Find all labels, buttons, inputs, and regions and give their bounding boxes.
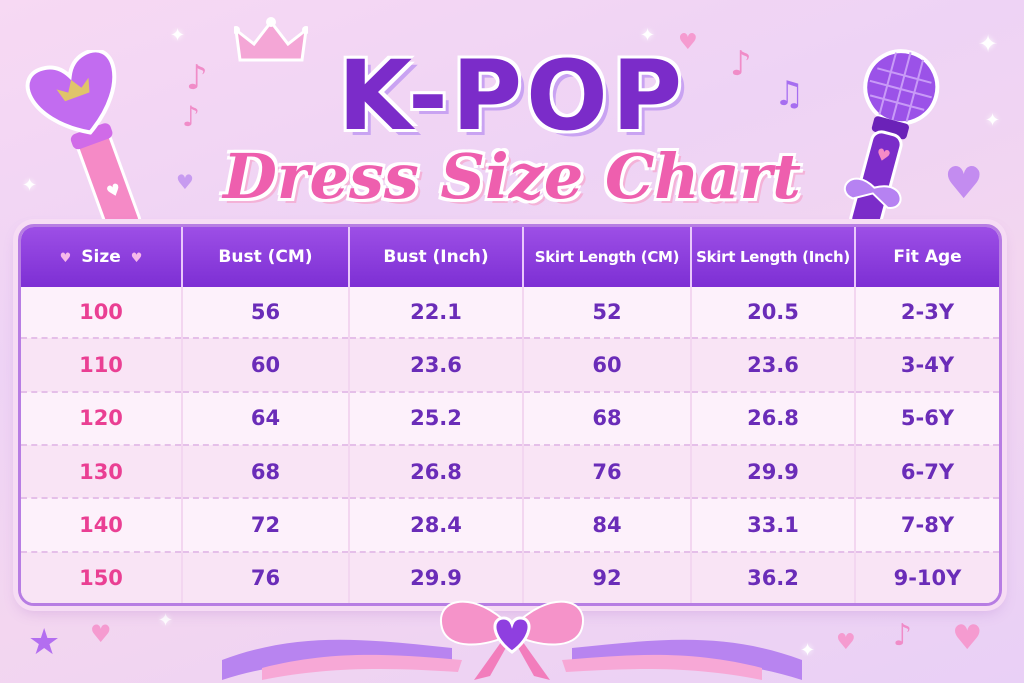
cell-skirt-cm: 92 [523,551,692,603]
table-row: 140 72 28.4 84 33.1 7-8Y [21,498,999,553]
heart-lightstick-icon: ♥ [25,50,142,230]
music-note-icon: ♪ [182,100,200,133]
cell-size: 100 [21,287,183,340]
heart-icon: ♥ [678,30,698,55]
header-bust-inch: Bust (Inch) [349,227,524,287]
page-subtitle: Dress Size Chart [223,140,801,213]
cell-size: 110 [21,338,183,393]
heart-icon: ♥ [952,618,983,658]
cell-bust-inch: 26.8 [349,444,524,500]
bow-icon [439,600,585,680]
header-fit-age: Fit Age [855,227,999,287]
cell-bust-cm: 64 [182,391,350,446]
cell-fit-age: 6-7Y [855,444,999,500]
cell-bust-inch: 23.6 [349,338,524,393]
heart-icon: ♥ [176,170,194,194]
cell-skirt-cm: 84 [523,498,692,553]
cell-skirt-inch: 29.9 [691,444,856,500]
cell-fit-age: 5-6Y [855,391,999,446]
sparkle-icon: ✦ [158,610,174,631]
cell-size: 150 [21,551,183,603]
cell-fit-age: 7-8Y [855,498,999,553]
cell-fit-age: 3-4Y [855,338,999,393]
header-size-label: Size [81,247,121,267]
music-note-icon: ♪ [186,58,208,98]
header-skirt-length-inch: Skirt Length (Inch) [691,227,856,287]
cell-fit-age: 2-3Y [855,287,999,340]
music-note-icon: ♫ [774,74,805,114]
svg-text:♥: ♥ [874,144,893,166]
ribbon-decoration [222,639,802,680]
sparkle-icon: ✦ [170,25,186,46]
header-size: ♥ Size ♥ [21,227,183,287]
crown-icon [234,17,308,62]
table-row: 100 56 22.1 52 20.5 2-3Y [21,287,999,340]
music-note-icon: ♪ [893,618,913,653]
table-row: 150 76 29.9 92 36.2 9-10Y [21,551,999,603]
cell-skirt-cm: 60 [523,338,692,393]
cell-bust-cm: 60 [182,338,350,393]
heart-icon: ♥ [944,158,984,209]
cell-size: 140 [21,498,183,553]
table-row: 110 60 23.6 60 23.6 3-4Y [21,338,999,393]
cell-bust-cm: 56 [182,287,350,340]
size-chart-table: ♥ Size ♥ Bust (CM) Bust (Inch) Skirt Lengt… [18,224,1002,606]
cell-skirt-inch: 36.2 [691,551,856,603]
table-header-row: ♥ Size ♥ Bust (CM) Bust (Inch) Skirt Lengt… [21,227,999,287]
cell-skirt-inch: 20.5 [691,287,856,340]
cell-bust-inch: 28.4 [349,498,524,553]
microphone-icon: ♥ [843,49,940,230]
cell-skirt-cm: 52 [523,287,692,340]
sparkle-icon: ✦ [640,25,656,46]
cell-bust-inch: 29.9 [349,551,524,603]
heart-icon: ♥ [836,630,856,655]
cell-skirt-cm: 68 [523,391,692,446]
header-skirt-length-cm: Skirt Length (CM) [523,227,692,287]
cell-skirt-inch: 33.1 [691,498,856,553]
cell-bust-inch: 25.2 [349,391,524,446]
header-bust-cm: Bust (CM) [182,227,350,287]
heart-icon: ♥ [90,620,112,648]
cell-size: 130 [21,444,183,500]
heart-icon: ♥ [130,251,143,266]
sparkle-icon: ✦ [22,175,38,196]
sparkle-icon: ✦ [978,30,999,58]
cell-fit-age: 9-10Y [855,551,999,603]
star-icon: ★ [28,622,61,663]
table-row: 120 64 25.2 68 26.8 5-6Y [21,391,999,446]
cell-bust-cm: 68 [182,444,350,500]
sparkle-icon: ✦ [800,640,816,661]
cell-bust-inch: 22.1 [349,287,524,340]
page-title: K-POP [337,40,687,152]
cell-bust-cm: 76 [182,551,350,603]
svg-text:♥: ♥ [104,179,124,202]
cell-bust-cm: 72 [182,498,350,553]
heart-icon: ♥ [59,251,72,266]
cell-skirt-inch: 26.8 [691,391,856,446]
cell-skirt-cm: 76 [523,444,692,500]
table-row: 130 68 26.8 76 29.9 6-7Y [21,444,999,500]
sparkle-icon: ✦ [985,110,1001,131]
cell-skirt-inch: 23.6 [691,338,856,393]
cell-size: 120 [21,391,183,446]
music-note-icon: ♪ [730,44,752,84]
